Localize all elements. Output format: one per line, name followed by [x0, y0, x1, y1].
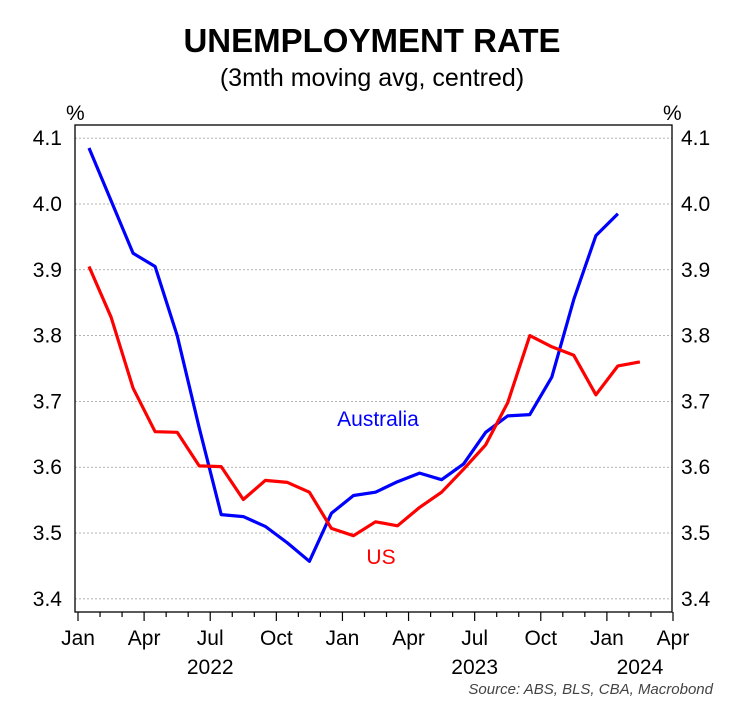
- x-tick-label: Oct: [260, 627, 293, 650]
- y-tick-label-right: 3.6: [681, 456, 710, 479]
- y-tick-label-left: 3.6: [33, 456, 62, 479]
- y-tick-label-right: 3.9: [681, 259, 710, 282]
- x-tick-label: Jul: [461, 627, 488, 650]
- x-axis-ticks: [77, 612, 674, 621]
- x-year-label: 2022: [187, 656, 234, 679]
- series-line-australia: [87, 147, 620, 563]
- y-tick-label-right: 4.0: [681, 193, 710, 216]
- y-tick-label-left: 3.7: [33, 390, 62, 413]
- x-tick-label: Jan: [590, 627, 624, 650]
- series-label-us: US: [366, 546, 395, 569]
- series-line-us: [87, 265, 641, 538]
- y-tick-label-right: 4.1: [681, 127, 710, 150]
- x-axis-labels: Jan Apr Jul Oct Jan Apr Jul Oct Jan Apr 2022 2023 20…: [61, 627, 689, 679]
- source-note: Source: ABS, BLS, CBA, Macrobond: [468, 681, 713, 698]
- x-tick-label: Jul: [197, 627, 224, 650]
- y-tick-label-left: 3.8: [33, 325, 62, 348]
- x-tick-label: Apr: [128, 627, 161, 650]
- chart-subtitle: (3mth moving avg, centred): [220, 64, 524, 92]
- y-tick-label-right: 3.5: [681, 522, 710, 545]
- x-tick-label: Oct: [524, 627, 557, 650]
- y-tick-label-left: 3.5: [33, 522, 62, 545]
- y-tick-label-right: 3.8: [681, 325, 710, 348]
- x-year-label: 2024: [617, 656, 664, 679]
- y-tick-label-left: 4.1: [33, 127, 62, 150]
- y-tick-label-right: 3.7: [681, 390, 710, 413]
- series-lines: [87, 147, 641, 563]
- x-tick-label: Apr: [657, 627, 690, 650]
- y-tick-label-left: 3.9: [33, 259, 62, 282]
- plot-frame: [74, 124, 673, 613]
- y-axis-unit-left: %: [66, 102, 85, 125]
- y-tick-label-right: 3.4: [681, 588, 711, 611]
- y-axis-left: 3.4 3.5 3.6 3.7 3.8 3.9 4.0 4.1: [33, 127, 63, 611]
- y-axis-right: 3.4 3.5 3.6 3.7 3.8 3.9 4.0 4.1: [681, 127, 711, 611]
- gridlines: [75, 137, 672, 600]
- x-tick-label: Apr: [392, 627, 425, 650]
- y-tick-label-left: 3.4: [33, 588, 63, 611]
- series-label-australia: Australia: [337, 408, 419, 431]
- x-year-label: 2023: [451, 656, 498, 679]
- chart-title: UNEMPLOYMENT RATE: [183, 22, 560, 59]
- y-tick-label-left: 4.0: [33, 193, 62, 216]
- y-axis-unit-right: %: [663, 102, 682, 125]
- x-tick-label: Jan: [326, 627, 360, 650]
- x-tick-label: Jan: [61, 627, 95, 650]
